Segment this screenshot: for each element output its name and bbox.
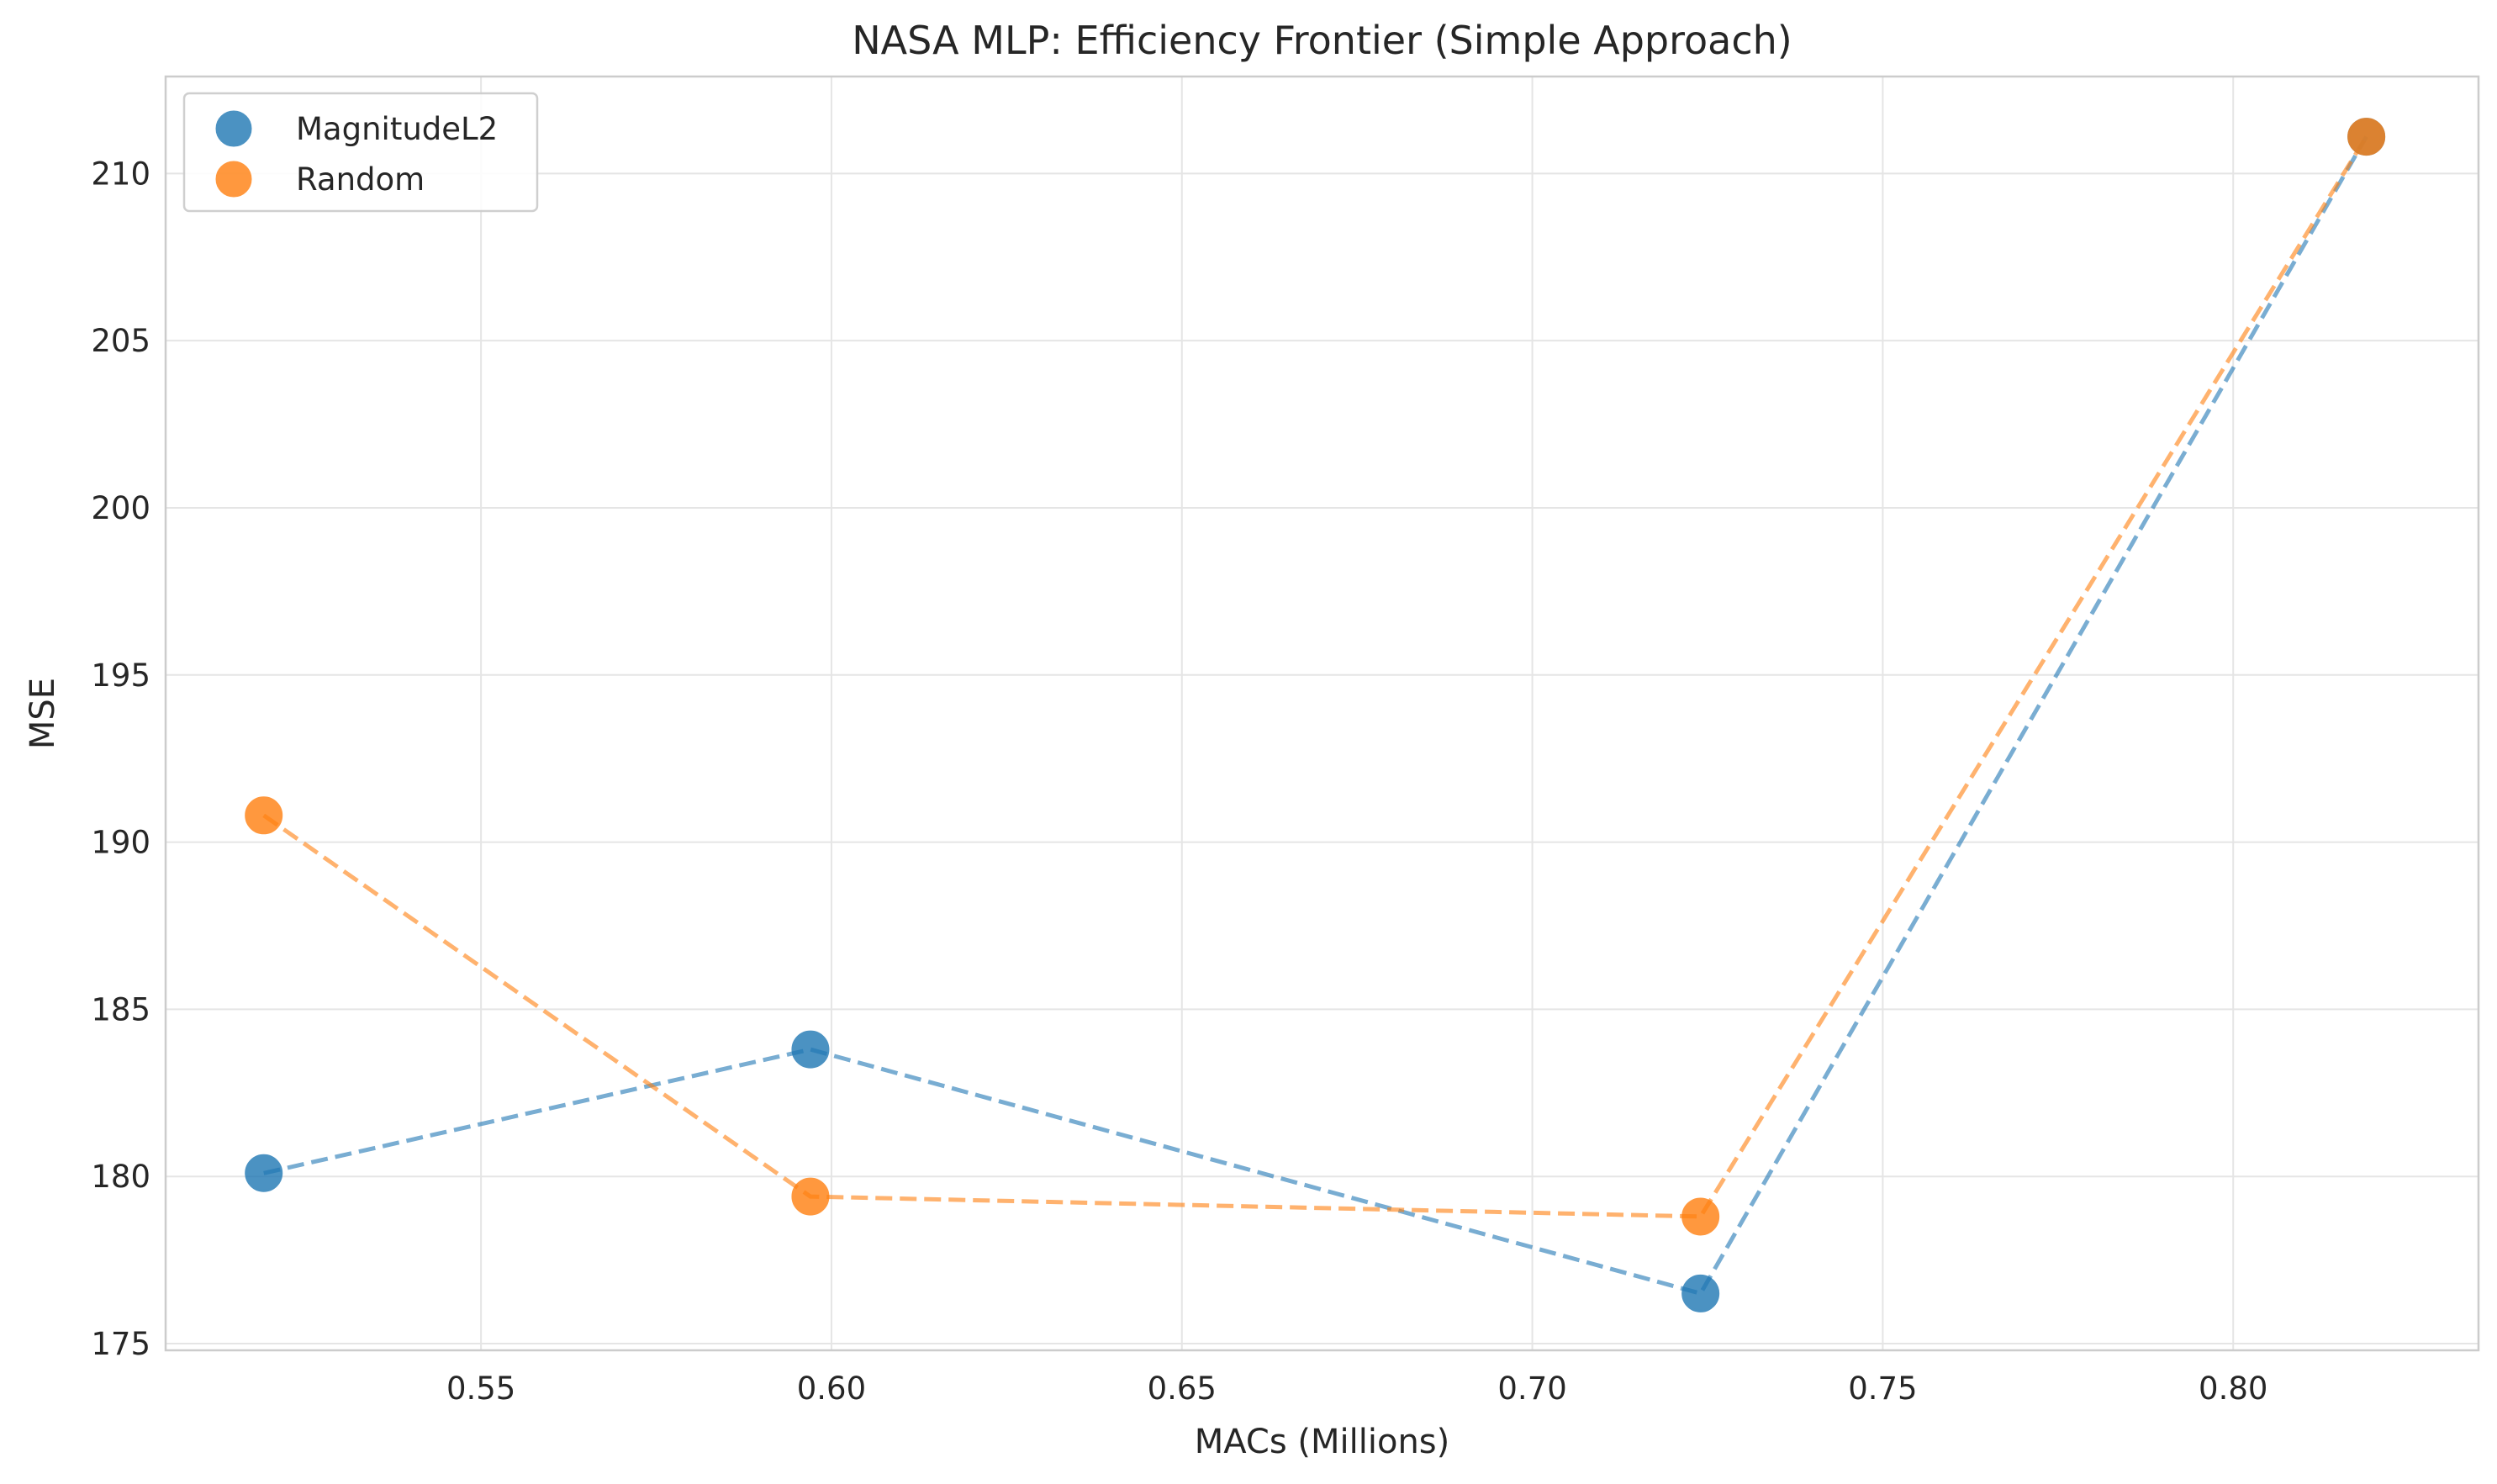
data-point-magnitudel2 (245, 1154, 283, 1192)
data-point-magnitudel2 (1681, 1274, 1720, 1312)
x-axis-label: MACs (Millions) (1195, 1423, 1450, 1461)
series-line-random (262, 135, 2368, 1219)
series-points (245, 118, 2386, 1312)
legend-marker-random (215, 161, 252, 198)
data-point-random (245, 796, 283, 835)
y-tick-label: 190 (91, 825, 150, 861)
series-line-magnitudel2 (263, 135, 2368, 1297)
data-point-random (2347, 118, 2386, 156)
x-tick-label: 0.75 (1848, 1370, 1917, 1407)
x-tick-label: 0.65 (1148, 1370, 1217, 1407)
series-lines (262, 135, 2368, 1297)
x-tick-label: 0.80 (2199, 1370, 2267, 1407)
legend-marker-magnitudel2 (215, 110, 252, 147)
chart-title: NASA MLP: Efficiency Frontier (Simple Ap… (852, 18, 1792, 63)
plot-frame (164, 75, 2480, 1352)
data-point-random (791, 1177, 830, 1216)
y-tick-label: 195 (91, 658, 150, 694)
y-axis-label: MSE (24, 678, 62, 749)
y-gridlines (166, 172, 2479, 1345)
legend-label-magnitudel2: MagnitudeL2 (296, 111, 498, 147)
y-tick-label: 185 (91, 991, 150, 1027)
x-tick-label: 0.60 (797, 1370, 866, 1407)
legend: MagnitudeL2 Random (182, 92, 539, 213)
x-gridlines (480, 77, 2235, 1350)
x-tick-label: 0.70 (1497, 1370, 1566, 1407)
y-tick-label: 175 (91, 1326, 150, 1362)
y-axis-ticks: 175 180 185 190 195 200 205 210 (91, 156, 150, 1362)
y-tick-label: 180 (91, 1159, 150, 1195)
data-point-magnitudel2 (791, 1030, 830, 1069)
legend-box (182, 92, 539, 213)
x-tick-label: 0.55 (446, 1370, 515, 1407)
legend-label-random: Random (296, 161, 425, 198)
y-tick-label: 205 (91, 323, 150, 359)
y-tick-label: 210 (91, 156, 150, 192)
plot-area (166, 77, 2479, 1350)
data-point-random (1681, 1197, 1720, 1236)
x-axis-ticks: 0.55 0.60 0.65 0.70 0.75 0.80 (446, 1370, 2267, 1407)
y-tick-label: 200 (91, 490, 150, 526)
